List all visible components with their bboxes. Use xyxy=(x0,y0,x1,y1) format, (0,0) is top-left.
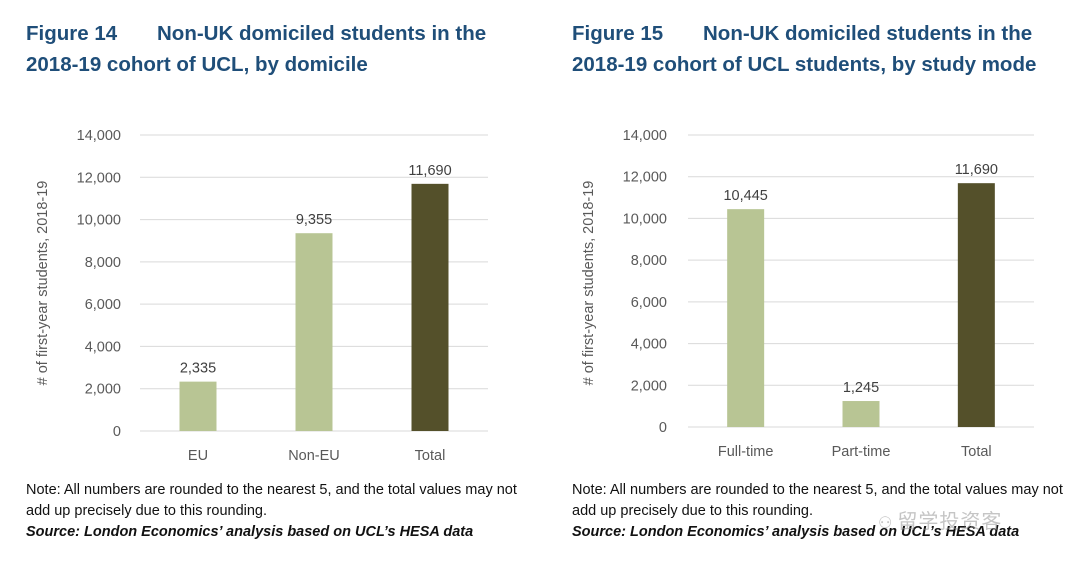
y-tick-label: 8,000 xyxy=(85,255,121,271)
y-tick-label: 14,000 xyxy=(77,128,121,144)
figure-14-title-text: Non-UK domiciled students in the 2018-19… xyxy=(26,22,487,76)
x-tick-label: EU xyxy=(188,448,208,464)
y-tick-label: 6,000 xyxy=(631,295,667,311)
figure-14-source: Source: London Economics’ analysis based… xyxy=(26,524,474,540)
y-tick-label: 4,000 xyxy=(631,337,667,353)
y-tick-label: 14,000 xyxy=(623,128,667,144)
figure-15-number: Figure 15 xyxy=(572,22,664,45)
y-tick-label: 4,000 xyxy=(85,339,121,355)
y-tick-label: 6,000 xyxy=(85,297,121,313)
y-tick-label: 12,000 xyxy=(623,170,667,186)
figure-15-note-block: Note: All numbers are rounded to the nea… xyxy=(572,480,1072,543)
y-tick-label: 2,000 xyxy=(631,378,667,394)
figure-15-title: Figure 15 Non-UK domiciled students in th… xyxy=(572,18,1062,80)
y-tick-label: 2,000 xyxy=(85,382,121,398)
data-label: 1,245 xyxy=(843,380,879,396)
data-label: 2,335 xyxy=(180,361,216,377)
y-tick-label: 12,000 xyxy=(77,170,121,186)
y-tick-label: 0 xyxy=(659,420,667,436)
watermark: ⚇ 留学投资客 xyxy=(878,505,1002,534)
y-tick-label: 8,000 xyxy=(631,253,667,269)
x-tick-label: Full-time xyxy=(718,444,774,460)
bar xyxy=(411,183,449,431)
y-axis-title: # of first-year students, 2018-19 xyxy=(35,181,51,386)
y-axis-title: # of first-year students, 2018-19 xyxy=(581,181,597,386)
x-tick-label: Part-time xyxy=(832,444,891,460)
x-tick-label: Total xyxy=(961,444,992,460)
y-tick-label: 10,000 xyxy=(77,213,121,229)
figure-14-note: Note: All numbers are rounded to the nea… xyxy=(26,482,517,519)
figure-14-number: Figure 14 xyxy=(26,22,118,45)
x-tick-label: Total xyxy=(415,448,446,464)
figure-14-bar-chart: 0 2,000 4,000 6,000 8,000 10,000 12,000 14,000 #… xyxy=(35,128,488,464)
figure-15-bar-chart: 0 2,000 4,000 6,000 8,000 10,000 12,000 14,000 #… xyxy=(581,128,1034,460)
bar xyxy=(842,401,880,427)
figure-15-panel: Figure 15 Non-UK domiciled students in th… xyxy=(546,0,1066,573)
data-label: 9,355 xyxy=(296,212,332,228)
figure-15-title-text: Non-UK domiciled students in the 2018-19… xyxy=(572,22,1037,76)
figure-14-title: Figure 14 Non-UK domiciled students in th… xyxy=(26,18,516,80)
y-tick-label: 10,000 xyxy=(623,211,667,227)
bar xyxy=(727,209,765,427)
data-label: 10,445 xyxy=(723,188,767,204)
data-label: 11,690 xyxy=(955,162,998,178)
watermark-text: 留学投资客 xyxy=(897,511,1003,533)
figure-15-source: Source: London Economics’ analysis based… xyxy=(572,524,1020,540)
y-tick-label: 0 xyxy=(113,424,121,440)
wechat-logo-icon: ⚇ xyxy=(878,515,894,532)
x-tick-label: Non-EU xyxy=(288,448,340,464)
data-label: 11,690 xyxy=(408,163,451,179)
bar xyxy=(295,233,333,431)
bar xyxy=(957,183,995,427)
bar xyxy=(179,381,217,431)
figure-14-panel: Figure 14 Non-UK domiciled students in th… xyxy=(0,0,520,573)
figure-14-note-block: Note: All numbers are rounded to the nea… xyxy=(26,480,526,543)
figure-15-note: Note: All numbers are rounded to the nea… xyxy=(572,482,1063,519)
